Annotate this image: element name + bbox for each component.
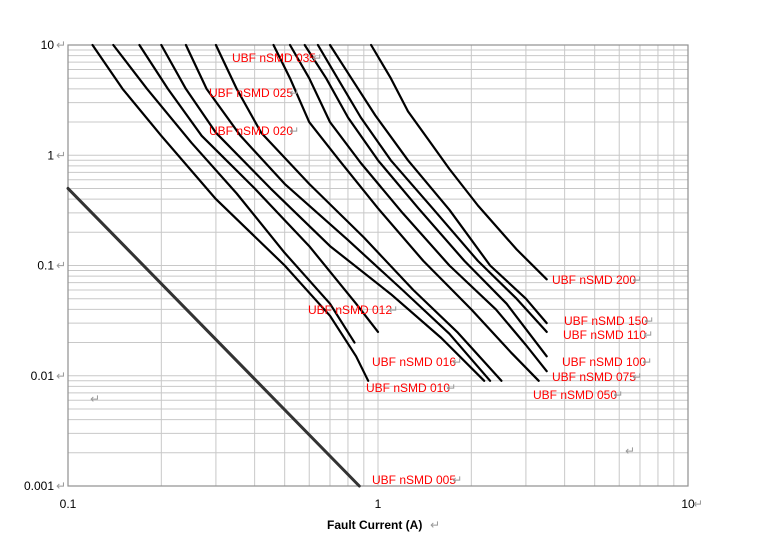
paragraph-mark: ↵ xyxy=(446,381,456,395)
label-ubf-nsmd-012: UBF nSMD 012 xyxy=(308,303,392,317)
label-ubf-nsmd-050: UBF nSMD 050 xyxy=(533,388,617,402)
curve-ubf-nsmd-010 xyxy=(91,43,370,382)
curve-ubf-nsmd-150 xyxy=(328,43,548,325)
label-ubf-nsmd-020: UBF nSMD 020 xyxy=(209,124,293,138)
paragraph-mark: ↵ xyxy=(625,444,635,458)
x-tick-label: 1 xyxy=(375,497,382,511)
paragraph-mark: ↵ xyxy=(642,355,652,369)
label-ubf-nsmd-010: UBF nSMD 010 xyxy=(366,381,450,395)
curve-ubf-nsmd-016 xyxy=(138,43,380,333)
paragraph-mark: ↵ xyxy=(644,314,654,328)
label-ubf-nsmd-100: UBF nSMD 100 xyxy=(562,355,646,369)
paragraph-mark: ↵ xyxy=(643,328,653,342)
plot-frame xyxy=(67,44,689,487)
paragraph-mark: ↵ xyxy=(289,86,299,100)
paragraph-marks: ↵ ↵ ↵ ↵ xyxy=(90,392,703,532)
curve-ubf-nsmd-075 xyxy=(288,43,548,373)
label-ubf-nsmd-110: UBF nSMD 110 xyxy=(563,328,646,342)
curve-ubf-nsmd-035 xyxy=(214,43,503,382)
label-ubf-nsmd-025: UBF nSMD 025 xyxy=(209,86,293,100)
paragraph-mark: ↵ xyxy=(388,303,398,317)
paragraph-mark: ↵ xyxy=(632,370,642,384)
paragraph-mark: ↵ xyxy=(452,473,462,487)
y-tick-label: 10 xyxy=(41,38,55,52)
paragraph-mark: ↵ xyxy=(56,148,66,162)
y-tick-label: 0.01 xyxy=(31,369,55,383)
label-ubf-nsmd-075: UBF nSMD 075 xyxy=(552,370,636,384)
tick-labels: 0.001 ↵0.01 ↵0.1 ↵1 ↵10 ↵0.1 1 10 xyxy=(24,38,695,511)
paragraph-mark: ↵ xyxy=(452,355,462,369)
paragraph-mark: ↵ xyxy=(613,388,623,402)
label-ubf-nsmd-200: UBF nSMD 200 xyxy=(552,273,636,287)
x-tick-label: 0.1 xyxy=(60,497,77,511)
paragraph-mark: ↵ xyxy=(56,479,66,493)
curve-ubf-nsmd-012 xyxy=(112,43,356,344)
curve-ubf-nsmd-005 xyxy=(66,186,361,488)
paragraph-mark: ↵ xyxy=(289,124,299,138)
paragraph-mark: ↵ xyxy=(56,38,66,52)
paragraph-mark: ↵ xyxy=(430,518,440,532)
curve-ubf-nsmd-050 xyxy=(272,43,540,382)
paragraph-mark: ↵ xyxy=(90,392,100,406)
paragraph-mark: ↵ xyxy=(312,51,322,65)
label-ubf-nsmd-035: UBF nSMD 035 xyxy=(232,51,316,65)
label-ubf-nsmd-005: UBF nSMD 005 xyxy=(372,473,456,487)
grid xyxy=(68,45,688,486)
series-labels: UBF nSMD 005↵UBF nSMD 010↵UBF nSMD 012↵U… xyxy=(209,51,654,487)
curve-ubf-nsmd-100 xyxy=(303,43,548,358)
curve-ubf-nsmd-020 xyxy=(160,43,486,382)
paragraph-mark: ↵ xyxy=(693,497,703,511)
y-tick-label: 0.001 xyxy=(24,479,54,493)
paragraph-mark: ↵ xyxy=(632,273,642,287)
x-axis-title: Fault Current (A) xyxy=(327,518,422,532)
curve-ubf-nsmd-110 xyxy=(316,43,548,333)
paragraph-mark: ↵ xyxy=(56,369,66,383)
y-tick-label: 0.1 xyxy=(37,259,54,273)
curve-ubf-nsmd-200 xyxy=(370,43,548,281)
x-tick-label: 10 xyxy=(681,497,695,511)
curve-ubf-nsmd-025 xyxy=(184,43,492,382)
curve-group xyxy=(66,43,548,488)
paragraph-mark: ↵ xyxy=(56,259,66,273)
label-ubf-nsmd-150: UBF nSMD 150 xyxy=(564,314,648,328)
y-tick-label: 1 xyxy=(47,148,54,162)
label-ubf-nsmd-016: UBF nSMD 016 xyxy=(372,355,456,369)
